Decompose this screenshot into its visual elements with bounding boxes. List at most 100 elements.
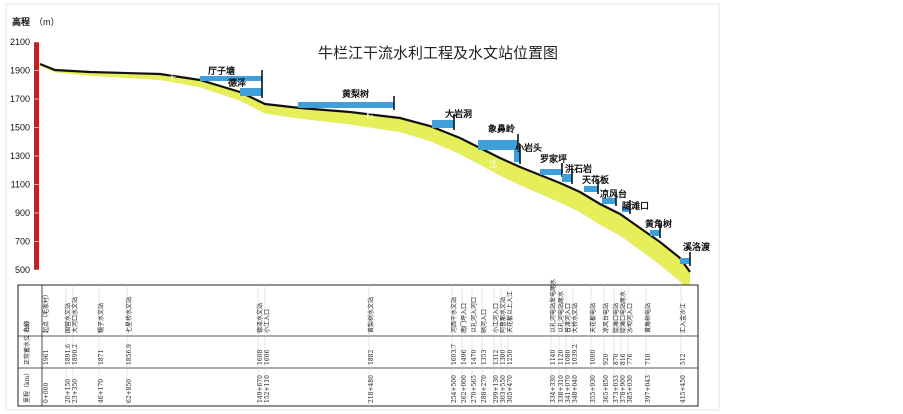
table-cell-level: 710 xyxy=(645,353,652,365)
table-cell-stake: 23+350 xyxy=(72,379,79,403)
y-tick-label: 1300 xyxy=(10,151,30,161)
table-cell-stake: 270+565 xyxy=(471,375,478,403)
table-cell-level: 1496 xyxy=(461,350,468,365)
table-cell-name: 天花板电站 xyxy=(589,303,597,333)
table-cell-name: 南门坪入口 xyxy=(460,303,468,333)
table-cell-stake: 365+850 xyxy=(603,375,610,403)
table-cell-name: 阿鲁那水文站 xyxy=(499,297,507,333)
table-cell-level: 1120 xyxy=(558,350,565,365)
y-tick-label: 500 xyxy=(15,265,30,275)
station-label: 凉风台 xyxy=(600,188,627,200)
reservoir-water-bodies xyxy=(200,70,691,266)
table-cell-level: 1470 xyxy=(471,350,478,365)
river-profile xyxy=(39,62,691,296)
table-cell-level: 1039.2 xyxy=(572,344,579,365)
table-cell-level: 870 xyxy=(613,353,620,365)
table-cell-level: 1250 xyxy=(507,350,514,365)
table-row-header: 里程（km） xyxy=(23,370,31,403)
reservoir xyxy=(622,206,630,212)
table-cell-stake: 0+000 xyxy=(43,383,50,403)
table-cell-name: 黄角树电站 xyxy=(644,303,652,333)
river-name-characters: 干栏江 xyxy=(168,73,497,169)
table-cell-stake: 254+500 xyxy=(451,375,458,403)
y-tick-label: 1700 xyxy=(10,94,30,104)
table-cell-name: 德泽水文站 xyxy=(256,303,264,333)
reservoir xyxy=(602,198,616,204)
y-tick-label: 1500 xyxy=(10,123,30,133)
station-label: 陡滩口 xyxy=(622,200,649,212)
table-cell-stake: 348+040 xyxy=(572,375,579,403)
table-cell-level: 1890.2 xyxy=(72,344,79,365)
table-cell-level: 1891.6 xyxy=(65,344,72,365)
river-name-char: 栏 xyxy=(366,110,374,120)
table-cell-stake: 303+550 xyxy=(500,375,507,403)
table-cell-level: 1871 xyxy=(98,350,105,365)
table-cell-name: 汇入金沙江 xyxy=(679,303,687,333)
table-cell-level: 1312 xyxy=(493,350,500,365)
table-cell-level: 1603.7 xyxy=(451,344,458,365)
table-cell-name: 以礼河电站发电尾水 xyxy=(549,279,557,333)
table-border xyxy=(17,284,699,407)
y-axis-ticks: 2100 1900 1700 1500 1300 1100 900 700 500 xyxy=(10,37,39,275)
reservoir xyxy=(298,102,394,108)
table-cell-name: 陡滩口电站 xyxy=(612,303,620,333)
table-cell-level: 1300 xyxy=(500,350,507,365)
table-cell-stake: 378+900 xyxy=(620,375,627,403)
y-tick-label: 1900 xyxy=(10,66,30,76)
reservoir xyxy=(562,174,572,182)
reservoir xyxy=(200,76,262,81)
table-cell-level: 1140 xyxy=(550,350,557,365)
figure-frame xyxy=(5,3,720,411)
y-axis-label: 高程 xyxy=(12,16,30,28)
table-cell-name: 大桥水文站 xyxy=(571,303,579,333)
table-cell-level: 1608 xyxy=(257,350,264,365)
table-cell-name: 以礼河入河口 xyxy=(470,297,478,333)
table-cell-level: 816 xyxy=(620,353,627,365)
table-cell-name: 小江入口 xyxy=(263,309,271,333)
y-tick-label: 700 xyxy=(15,237,30,247)
table-cell-stake: 338+310 xyxy=(558,375,565,403)
y-tick-label: 1100 xyxy=(11,180,30,190)
river-bed-line xyxy=(39,62,691,273)
table-cell-stake: 288+270 xyxy=(481,375,488,403)
table-cell-name: 陡滩口电站尾水 xyxy=(619,291,627,333)
table-cell-stake: 149+670 xyxy=(257,375,264,403)
reservoir xyxy=(540,169,562,175)
table-cell-level: 512 xyxy=(680,353,687,365)
table-cell-level: 1961 xyxy=(43,350,50,365)
station-label: 黄角树 xyxy=(645,218,672,230)
y-tick-label: 900 xyxy=(15,208,30,218)
table-cell-name: 以礼河电站尾水 xyxy=(557,291,565,333)
table-cell-name: 天花板以上入江 xyxy=(506,291,514,333)
table-cell-level: 776 xyxy=(627,353,634,365)
table-cell-name: 硝河入口 xyxy=(480,309,488,333)
station-label: 天花板 xyxy=(582,174,610,186)
table-cell-stake: 305+470 xyxy=(507,375,514,403)
river-name-char: 干 xyxy=(168,73,176,82)
table-row-header: 正常蓄水位（m） xyxy=(23,317,31,365)
table-cell-stake: 62+850 xyxy=(126,379,133,403)
table-cell-stake: 334+330 xyxy=(550,375,557,403)
table-cell-stake: 152+110 xyxy=(264,375,271,403)
reservoir xyxy=(478,140,518,150)
reservoir xyxy=(584,186,598,192)
y-tick-label: 2100 xyxy=(10,37,30,47)
table-cell-name: 起点（毛家村） xyxy=(42,291,50,333)
reservoir xyxy=(680,258,690,264)
table-cell-name: 黄梨树水文站 xyxy=(367,297,375,333)
table-cell-stake: 355+930 xyxy=(590,375,597,403)
table-cell-level: 1353 xyxy=(481,350,488,365)
table-cell-level: 1882 xyxy=(368,350,375,365)
table-cell-stake: 385+030 xyxy=(627,375,634,403)
table-cell-level: 1000 xyxy=(590,350,597,365)
reservoir xyxy=(514,150,520,162)
table-cell-name: 糯子水文站 xyxy=(97,303,105,333)
table-cell-name: 沙坝河入口 xyxy=(626,303,634,333)
table-cell-name: 凉风台电站 xyxy=(602,303,610,333)
station-label: 溪洛渡 xyxy=(683,241,711,253)
station-label: 小岩头 xyxy=(514,142,542,154)
station-label: 大岩洞 xyxy=(445,108,472,120)
